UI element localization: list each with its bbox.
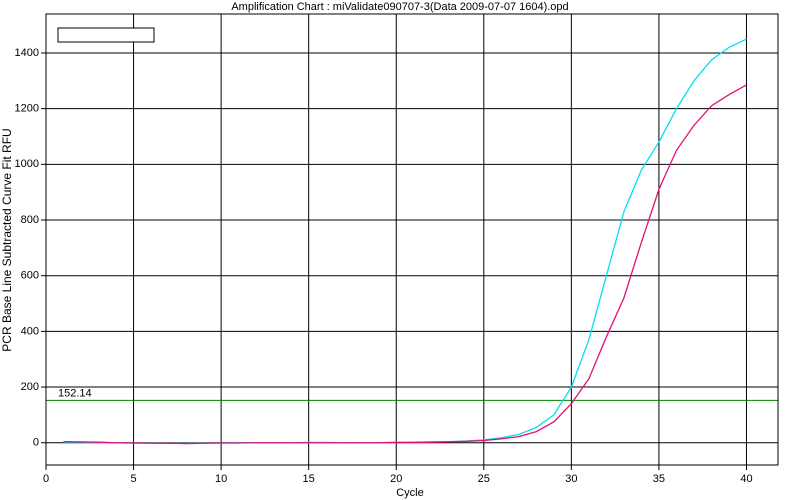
y-tick-label: 800 (21, 214, 39, 226)
x-tick-label: 30 (565, 473, 577, 485)
threshold-label: 152.14 (58, 387, 92, 399)
chart-title: Amplification Chart : miValidate090707-3… (231, 1, 568, 13)
x-tick-label: 10 (215, 473, 227, 485)
x-axis-label: Cycle (396, 487, 424, 499)
y-tick-label: 200 (21, 381, 39, 393)
x-tick-label: 35 (653, 473, 665, 485)
y-tick-label: 600 (21, 270, 39, 282)
x-tick-label: 15 (303, 473, 315, 485)
y-axis-label: PCR Base Line Subtracted Curve Fit RFU (0, 128, 14, 351)
x-tick-label: 0 (43, 473, 49, 485)
data-line (63, 84, 747, 445)
y-tick-label: 400 (21, 325, 39, 337)
x-tick-label: 25 (478, 473, 490, 485)
y-tick-label: 1400 (15, 47, 39, 59)
y-tick-label: 1000 (15, 158, 39, 170)
plot-area (46, 14, 778, 465)
plot-border (45, 13, 779, 466)
y-tick-label: 1200 (15, 103, 39, 115)
x-tick-label: 5 (130, 473, 136, 485)
y-tick-label: 0 (33, 437, 39, 449)
x-tick-label: 40 (740, 473, 752, 485)
legend-box (57, 27, 155, 43)
x-tick-label: 20 (390, 473, 402, 485)
